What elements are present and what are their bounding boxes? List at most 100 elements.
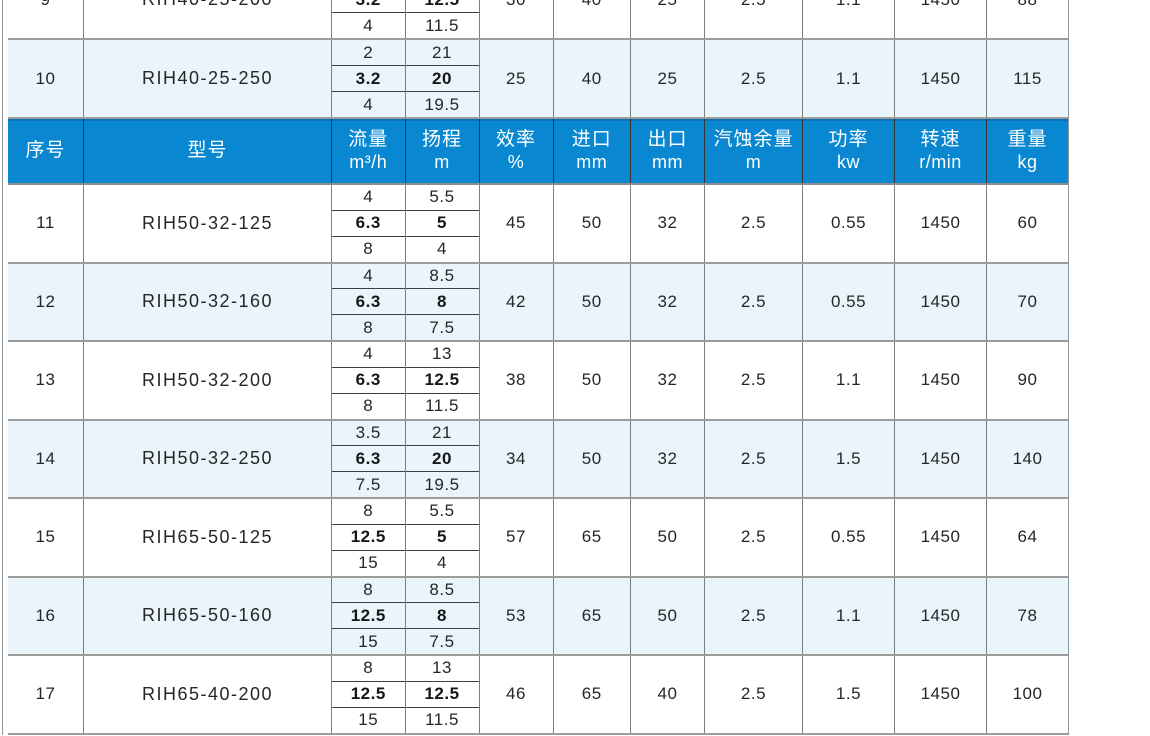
cell-efficiency: 57	[480, 499, 554, 576]
subcell-head: 5.5	[429, 501, 455, 521]
cell-efficiency: 34	[480, 420, 554, 497]
subcell-flow: 6.3	[332, 445, 405, 473]
subcell-flow: 6.3	[332, 366, 405, 394]
subcell-head: 7.5	[429, 317, 455, 337]
cell-npsh: 2.5	[705, 40, 803, 117]
column-header-power: 功率 kw	[803, 119, 895, 183]
subcell-flow: 8	[363, 317, 374, 337]
header-unit: mm	[652, 151, 683, 172]
header-label: 型号	[187, 139, 228, 161]
cell-speed: 1450	[895, 185, 987, 262]
cell-weight: 140	[1012, 448, 1043, 468]
subcell-head: 12.5	[405, 0, 479, 13]
cell-efficiency: 42	[480, 263, 554, 340]
subcell-head: 5	[405, 209, 479, 237]
cell-npsh: 2.5	[705, 342, 803, 419]
subcell-flow: 15	[358, 710, 379, 730]
header-label: 进口	[571, 129, 612, 151]
cell-index: 9	[8, 0, 84, 38]
cell-speed: 1450	[895, 0, 987, 38]
cell-index: 16	[8, 577, 84, 654]
cell-model: RIH50-32-250	[84, 420, 332, 497]
cell-model: RIH40-25-250	[84, 40, 332, 117]
cell-index: 13	[8, 342, 84, 419]
cell-head: 21 20 19.5	[405, 420, 480, 497]
cell-index: 14	[8, 420, 84, 497]
cell-power: 1.1	[803, 577, 895, 654]
subcell-head: 13	[432, 344, 452, 364]
cell-efficiency: 25	[480, 40, 554, 117]
subcell-head: 5	[405, 523, 479, 551]
column-header-outlet: 出口 mm	[631, 119, 705, 183]
subcell-flow: 8	[363, 239, 374, 259]
subcell-flow: 6.3	[332, 209, 405, 237]
cell-speed: 1450	[895, 263, 987, 340]
header-unit: m³/h	[349, 151, 388, 172]
subcell-head: 8	[405, 602, 479, 630]
cell-power: 0.55	[803, 185, 895, 262]
header-label: 转速	[920, 129, 961, 151]
table-row: 13 RIH50-32-200 4 6.3 8 13 12.5 11.5 38 50 32 2.5 1.…	[8, 342, 1068, 421]
cell-speed: 1450	[895, 499, 987, 576]
column-header-speed: 转速 r/min	[895, 119, 987, 183]
cell-weight: 64	[1017, 527, 1038, 547]
cell-weight: 115	[1013, 68, 1042, 88]
subcell-head: 21	[432, 42, 452, 62]
table-row: 11 RIH50-32-125 4 6.3 8 5.5 5 4 45 50 32 2.5 0.55 145…	[8, 185, 1068, 264]
column-header-inlet: 进口 mm	[554, 119, 631, 183]
column-header-npsh: 汽蚀余量 m	[705, 119, 803, 183]
subcell-flow: 7.5	[355, 474, 381, 494]
cell-outlet: 50	[631, 577, 705, 654]
header-label: 功率	[828, 129, 869, 151]
cell-inlet: 40	[554, 40, 631, 117]
subcell-flow: 2	[363, 42, 374, 62]
cell-outlet: 25	[631, 0, 705, 38]
header-unit: kg	[1017, 151, 1038, 172]
cell-flow: 3.24	[332, 0, 406, 38]
subcell-flow: 8	[363, 579, 374, 599]
cell-flow: 2 3.2 4	[332, 40, 406, 117]
cell-speed: 1450	[895, 656, 987, 733]
header-label: 重量	[1007, 129, 1048, 151]
cell-head: 5.5 5 4	[405, 185, 480, 262]
cell-inlet: 50	[554, 342, 631, 419]
column-header-flow: 流量 m³/h	[332, 119, 406, 183]
cell-npsh: 2.5	[705, 420, 803, 497]
subcell-head: 4	[437, 239, 447, 259]
subcell-head: 21	[432, 422, 452, 442]
table-row: 10 RIH40-25-250 2 3.2 4 21 20 19.5 25 40 25 2.5 1.1 1…	[8, 40, 1068, 119]
cell-speed: 1450	[895, 577, 987, 654]
cell-power: 1.5	[803, 656, 895, 733]
subcell-flow: 3.2	[332, 0, 405, 13]
cell-outlet: 32	[631, 263, 705, 340]
subcell-flow: 3.2	[332, 65, 405, 92]
cell-speed: 1450	[895, 420, 987, 497]
header-label: 扬程	[421, 129, 462, 151]
column-header-model: 型号	[84, 119, 332, 183]
cell-head: 8.5 8 7.5	[405, 577, 480, 654]
cell-head: 5.5 5 4	[405, 499, 480, 576]
subcell-head: 7.5	[429, 631, 455, 651]
table-row: 14 RIH50-32-250 3.5 6.3 7.5 21 20 19.5 34 50 32 2.5…	[8, 420, 1068, 499]
cell-flow: 8 12.5 15	[332, 577, 406, 654]
cell-flow: 4 6.3 8	[332, 263, 406, 340]
header-row: 序号 型号 流量 m³/h 扬程 m 效率% 进口 mm 出口 mm 汽蚀余量 m 功率 kw 转速 r/min…	[8, 119, 1068, 185]
table-row: 12 RIH50-32-160 4 6.3 8 8.5 8 7.5 42 50 32 2.5 0.55 1…	[8, 263, 1068, 342]
cell-flow: 3.5 6.3 7.5	[332, 420, 406, 497]
cell-npsh: 2.5	[705, 185, 803, 262]
subcell-head: 13	[432, 658, 452, 678]
subcell-head: 5.5	[429, 187, 455, 207]
cell-inlet: 65	[554, 577, 631, 654]
cell-flow: 4 6.3 8	[332, 342, 406, 419]
table-row: 15 RIH65-50-125 8 12.5 15 5.5 5 4 57 65 50 2.5 0.55 1…	[8, 499, 1068, 578]
subcell-flow: 8	[363, 501, 374, 521]
table-row: 17 RIH65-40-200 8 12.5 15 13 12.5 11.5 46 65 40 2.5…	[8, 656, 1068, 735]
subcell-head: 20	[405, 65, 479, 92]
cell-npsh: 2.5	[705, 263, 803, 340]
cell-model: RIH50-32-125	[84, 185, 332, 262]
cell-head: 13 12.5 11.5	[405, 342, 480, 419]
subcell-head: 11.5	[425, 15, 459, 35]
cell-index: 10	[8, 40, 84, 117]
subcell-head: 8	[405, 288, 479, 316]
subcell-flow: 4	[363, 344, 374, 364]
